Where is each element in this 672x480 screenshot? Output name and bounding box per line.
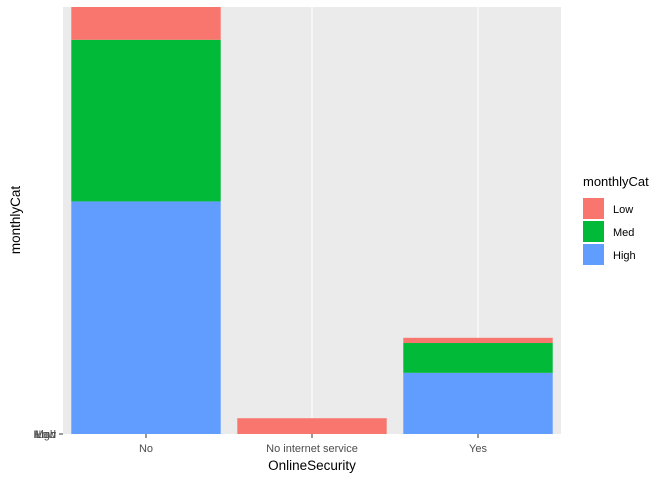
bar-low-1 <box>237 418 387 434</box>
x-axis: No No internet service Yes <box>139 434 487 455</box>
legend: monthlyCat Low Med High <box>583 174 649 265</box>
y-tick-label-2: Med <box>35 429 56 441</box>
bar-med-2 <box>403 343 553 373</box>
x-tick-label-2: Yes <box>469 443 487 455</box>
bar-high-0 <box>71 201 221 434</box>
y-tick-label-0: High <box>33 429 56 441</box>
legend-key-low <box>583 198 604 219</box>
bar-med-0 <box>71 39 221 202</box>
x-axis-title: OnlineSecurity <box>268 458 356 473</box>
legend-label-high: High <box>613 250 636 262</box>
bars <box>71 7 553 434</box>
bar-high-2 <box>403 372 553 434</box>
legend-title: monthlyCat <box>583 174 649 189</box>
y-axis-title: monthlyCat <box>8 186 23 255</box>
bar-low-0 <box>71 7 221 40</box>
bar-low-2 <box>403 337 553 344</box>
y-tick-label-1: Low <box>36 429 56 441</box>
legend-label-med: Med <box>613 227 634 239</box>
x-tick-label-1: No internet service <box>266 443 358 455</box>
legend-label-low: Low <box>613 204 633 216</box>
legend-key-high <box>583 244 604 265</box>
legend-key-med <box>583 221 604 242</box>
x-tick-label-0: No <box>139 443 153 455</box>
